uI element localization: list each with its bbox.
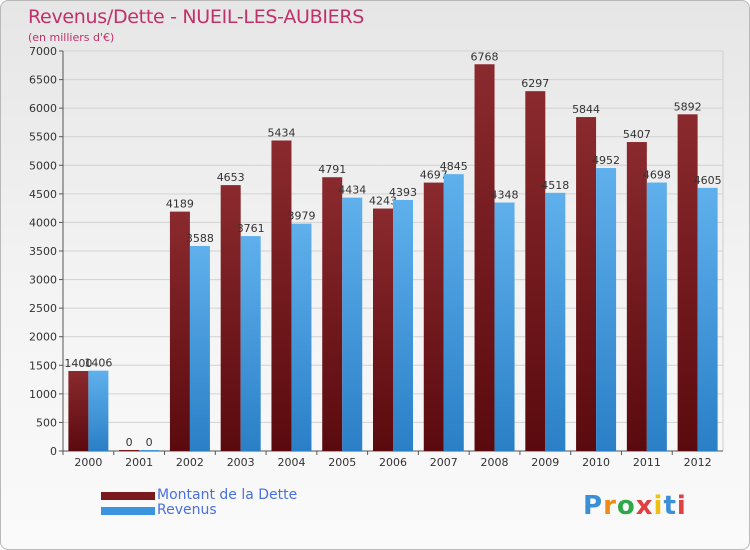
data-label-dette: 4653 xyxy=(217,171,245,184)
x-tick-label: 2010 xyxy=(582,456,610,469)
y-tick-label: 1500 xyxy=(29,359,57,372)
y-tick-label: 1000 xyxy=(29,388,57,401)
data-label-revenus: 3979 xyxy=(287,210,315,223)
data-label-dette: 4243 xyxy=(369,195,397,208)
bar-revenus xyxy=(393,199,413,451)
y-tick-label: 6500 xyxy=(29,74,57,87)
bar-revenus xyxy=(291,223,312,451)
bar-dette xyxy=(169,211,190,451)
y-tick-label: 500 xyxy=(36,416,57,429)
x-tick-label: 2002 xyxy=(176,456,204,469)
y-tick-label: 5500 xyxy=(29,131,57,144)
logo-letter: o xyxy=(616,491,636,521)
data-label-dette: 5892 xyxy=(674,100,702,113)
data-label-dette: 6297 xyxy=(521,77,549,90)
bar-dette xyxy=(423,182,444,451)
bar-dette xyxy=(322,177,343,451)
data-label-revenus: 3761 xyxy=(237,222,265,235)
bar-dette xyxy=(119,450,140,451)
data-label-revenus: 3588 xyxy=(186,232,214,245)
legend-swatch-revenus xyxy=(101,506,155,515)
chart-title: Revenus/Dette - NUEIL-LES-AUBIERS xyxy=(28,6,365,28)
data-label-dette: 6768 xyxy=(471,50,499,63)
chart-legend: Montant de la Dette Revenus xyxy=(101,488,297,518)
data-label-revenus: 4348 xyxy=(491,189,519,202)
data-label-revenus: 4518 xyxy=(541,179,569,192)
x-tick-label: 2012 xyxy=(684,456,712,469)
x-tick-label: 2009 xyxy=(531,456,559,469)
y-tick-label: 4000 xyxy=(29,216,57,229)
legend-item-revenus: Revenus xyxy=(101,503,297,518)
logo-letter: P xyxy=(583,491,604,521)
data-label-revenus: 0 xyxy=(146,436,153,449)
logo-letter: r xyxy=(603,491,617,521)
proxiti-logo: Proxiti xyxy=(583,491,687,521)
y-tick-label: 5000 xyxy=(29,159,57,172)
logo-letter: i xyxy=(676,491,687,521)
y-tick-label: 4500 xyxy=(29,188,57,201)
legend-swatch-dette xyxy=(101,491,155,500)
legend-label-dette: Montant de la Dette xyxy=(157,487,298,503)
bar-dette xyxy=(525,91,546,452)
x-tick-label: 2004 xyxy=(277,456,305,469)
x-tick-label: 2006 xyxy=(379,456,407,469)
data-label-dette: 4697 xyxy=(420,169,448,182)
data-label-dette: 1400 xyxy=(64,357,92,370)
x-tick-label: 2003 xyxy=(227,456,255,469)
bar-revenus xyxy=(494,202,515,451)
bar-revenus xyxy=(545,192,566,452)
logo-letter: i xyxy=(653,491,664,521)
legend-label-revenus: Revenus xyxy=(157,502,217,518)
data-label-revenus: 4393 xyxy=(389,186,417,199)
bar-revenus xyxy=(88,370,109,451)
data-label-dette: 5407 xyxy=(623,128,651,141)
logo-letter: x xyxy=(635,491,654,521)
logo-letter: t xyxy=(663,491,677,521)
bar-revenus xyxy=(342,197,363,451)
data-label-revenus: 4952 xyxy=(592,154,620,167)
data-label-revenus: 4605 xyxy=(694,174,722,187)
data-label-revenus: 4698 xyxy=(643,169,671,182)
data-label-revenus: 4845 xyxy=(440,160,468,173)
y-tick-label: 2000 xyxy=(29,331,57,344)
bar-revenus xyxy=(240,236,261,451)
legend-item-dette: Montant de la Dette xyxy=(101,488,297,503)
y-tick-label: 7000 xyxy=(29,45,57,58)
bar-revenus xyxy=(139,450,160,451)
bar-dette xyxy=(373,208,393,451)
data-label-revenus: 1406 xyxy=(84,357,112,370)
data-label-dette: 4189 xyxy=(166,198,194,211)
x-tick-label: 2005 xyxy=(328,456,356,469)
data-label-dette: 5844 xyxy=(572,103,600,116)
y-tick-label: 6000 xyxy=(29,102,57,115)
data-label-dette: 5434 xyxy=(267,126,295,139)
chart-subtitle: (en milliers d'€) xyxy=(28,31,115,44)
bar-dette xyxy=(68,371,89,451)
bar-revenus xyxy=(697,187,718,451)
bar-dette xyxy=(474,64,495,451)
y-tick-label: 2500 xyxy=(29,302,57,315)
y-tick-label: 0 xyxy=(50,445,57,458)
bar-revenus xyxy=(596,168,617,451)
bar-revenus xyxy=(646,182,667,452)
bar-dette xyxy=(271,140,292,451)
bar-revenus xyxy=(443,174,464,451)
bar-dette xyxy=(626,142,647,451)
bar-dette xyxy=(677,114,698,452)
data-label-dette: 4791 xyxy=(318,163,346,176)
data-label-dette: 0 xyxy=(126,436,133,449)
data-label-revenus: 4434 xyxy=(338,184,366,197)
bar-dette xyxy=(220,185,241,451)
x-tick-label: 2000 xyxy=(74,456,102,469)
y-tick-label: 3500 xyxy=(29,245,57,258)
x-tick-label: 2001 xyxy=(125,456,153,469)
bar-dette xyxy=(576,117,597,452)
y-tick-label: 3000 xyxy=(29,274,57,287)
x-tick-label: 2007 xyxy=(430,456,458,469)
x-tick-label: 2008 xyxy=(481,456,509,469)
bar-revenus xyxy=(189,245,210,451)
x-tick-label: 2011 xyxy=(633,456,661,469)
